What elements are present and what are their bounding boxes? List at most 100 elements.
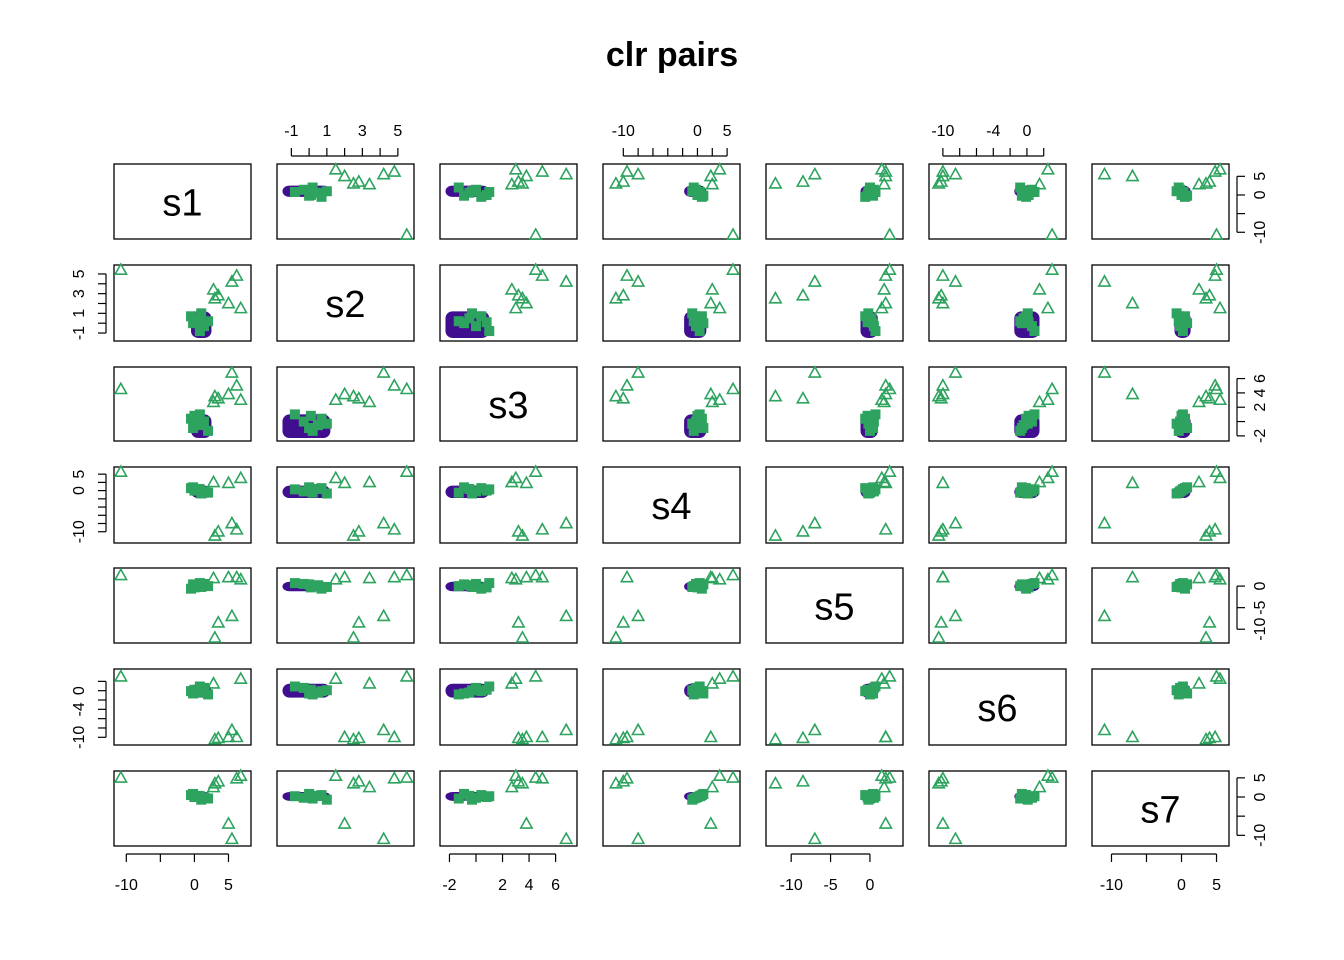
panel-frame-3-6 xyxy=(1091,466,1230,544)
outlier-point-1-2-0 xyxy=(528,262,543,276)
bulk-point-6-1-2 xyxy=(298,792,309,803)
outlier-point-0-1-3 xyxy=(387,164,402,177)
outlier-point-0-4-7 xyxy=(878,168,893,182)
bulk-point-4-6-7 xyxy=(1182,579,1193,590)
panel-frame-0-2 xyxy=(439,163,578,240)
outlier-point-4-3-2 xyxy=(608,630,623,643)
outlier-point-0-1-7 xyxy=(337,168,352,182)
bulk-point-2-4-7 xyxy=(868,423,879,434)
bulk-point-0-5-4 xyxy=(1015,182,1026,193)
bulk-point-3-2-6 xyxy=(467,488,478,499)
outlier-point-0-4-6 xyxy=(877,176,892,190)
outlier-point-0-3-7 xyxy=(703,168,718,182)
outlier-point-4-2-1 xyxy=(559,608,574,622)
bulk-point-4-2-3 xyxy=(476,583,487,594)
outlier-point-4-1-0 xyxy=(399,567,414,581)
outlier-point-5-0-1 xyxy=(224,722,239,736)
outlier-point-1-5-7 xyxy=(935,295,950,309)
bulk-point-3-5-4 xyxy=(1015,487,1026,498)
bulk-point-0-1-2 xyxy=(298,184,309,195)
bulk-point-0-1-3 xyxy=(316,191,327,202)
outlier-point-0-1-1 xyxy=(376,166,391,180)
outlier-point-0-2-5 xyxy=(508,161,523,175)
bulk-point-2-5-7 xyxy=(1016,423,1027,434)
bulk-point-0-1-5 xyxy=(289,186,300,197)
bulk-point-0-5-7 xyxy=(1016,190,1027,201)
outlier-point-6-3-4 xyxy=(616,774,631,787)
bulk-point-3-0-6 xyxy=(196,488,207,499)
bulk-point-2-0-5 xyxy=(194,409,205,420)
outlier-point-3-0-2 xyxy=(207,528,222,541)
bulk-point-1-2-3 xyxy=(476,311,487,322)
outlier-point-5-4-1 xyxy=(807,722,822,736)
bulk-point-5-0-7 xyxy=(188,688,199,699)
outlier-point-3-1-1 xyxy=(376,515,391,529)
outlier-point-2-3-6 xyxy=(705,394,720,408)
tick-label-top-1-2: 1 xyxy=(322,123,331,140)
outlier-point-2-1-3 xyxy=(387,378,402,391)
tick-label-bottom-2-3: 4 xyxy=(525,877,534,894)
outlier-point-5-4-6 xyxy=(877,676,892,689)
outlier-point-5-6-5 xyxy=(1212,671,1228,685)
outlier-point-4-5-1 xyxy=(948,608,963,622)
bulk-point-3-0-4 xyxy=(203,487,214,498)
outlier-point-1-6-4 xyxy=(1202,287,1217,301)
bulk-point-2-1-1 xyxy=(312,420,323,431)
outlier-point-5-1-3 xyxy=(387,729,402,743)
outlier-point-6-0-6 xyxy=(206,779,221,793)
outlier-point-2-0-0 xyxy=(113,381,128,395)
outlier-point-4-1-5 xyxy=(328,571,343,585)
tick-label-right-4-1: -5 xyxy=(1252,600,1269,614)
bulk-point-5-4-5 xyxy=(870,681,881,692)
outlier-point-3-0-3 xyxy=(229,522,244,535)
outlier-point-1-5-3 xyxy=(935,268,950,281)
outlier-point-3-5-6 xyxy=(1032,474,1047,488)
bulk-point-4-1-6 xyxy=(321,581,332,592)
panel-frame-4-3 xyxy=(602,567,741,644)
outlier-point-0-3-5 xyxy=(712,161,727,175)
bulk-point-0-1-7 xyxy=(304,190,315,201)
outlier-point-3-2-0 xyxy=(528,464,543,478)
outlier-point-3-4-1 xyxy=(807,515,822,529)
tick-label-bottom-2-4: 6 xyxy=(551,877,560,894)
panel-frame-1-2 xyxy=(439,264,578,342)
outlier-point-1-5-6 xyxy=(1032,282,1047,295)
outlier-point-1-3-2 xyxy=(608,290,623,304)
outlier-point-5-6-4 xyxy=(1202,730,1217,744)
outlier-point-4-6-7 xyxy=(1125,569,1140,583)
tick-label-left-3-0: -10 xyxy=(71,520,88,543)
outlier-point-6-5-4 xyxy=(934,774,949,787)
panel-frame-2-6 xyxy=(1091,366,1230,442)
bulk-point-2-3-5 xyxy=(694,409,705,420)
bulk-point-2-6-6 xyxy=(1171,418,1182,429)
outlier-point-6-3-6 xyxy=(705,779,720,793)
bulk-point-3-1-6 xyxy=(321,488,332,499)
bulk-point-2-0-6 xyxy=(196,418,207,429)
outlier-point-2-4-1 xyxy=(807,365,822,378)
bulk-point-3-2-4 xyxy=(453,487,464,498)
tick-label-bottom-6-0: -10 xyxy=(1100,877,1123,894)
bulk-point-5-0-6 xyxy=(196,685,207,696)
panel-frame-1-6 xyxy=(1091,264,1230,342)
bulk-point-5-3-6 xyxy=(687,685,698,696)
outlier-point-0-2-2 xyxy=(515,176,530,189)
outlier-point-2-0-2 xyxy=(207,388,222,402)
panel-frame-5-0 xyxy=(113,668,252,746)
panel-frame-2-0 xyxy=(113,366,252,442)
bulk-point-2-1-2 xyxy=(298,416,309,427)
outlier-point-5-3-6 xyxy=(705,676,720,689)
outlier-point-1-5-1 xyxy=(948,274,963,287)
outlier-point-3-2-3 xyxy=(535,522,550,535)
outlier-point-1-6-0 xyxy=(1209,262,1224,276)
tick-label-right-2-0: -2 xyxy=(1252,429,1269,443)
bulk-point-5-6-7 xyxy=(1182,688,1193,699)
outlier-point-1-4-2 xyxy=(768,290,783,304)
outlier-point-1-6-5 xyxy=(1212,300,1228,314)
bulk-point-2-0-7 xyxy=(188,423,199,434)
bulk-point-0-2-5 xyxy=(484,186,495,197)
outlier-point-2-5-0 xyxy=(1045,381,1060,395)
bulk-point-1-0-6 xyxy=(196,308,207,319)
outlier-point-1-4-7 xyxy=(878,295,893,309)
bulk-point-1-2-4 xyxy=(453,316,464,327)
outlier-point-6-1-1 xyxy=(376,831,391,845)
